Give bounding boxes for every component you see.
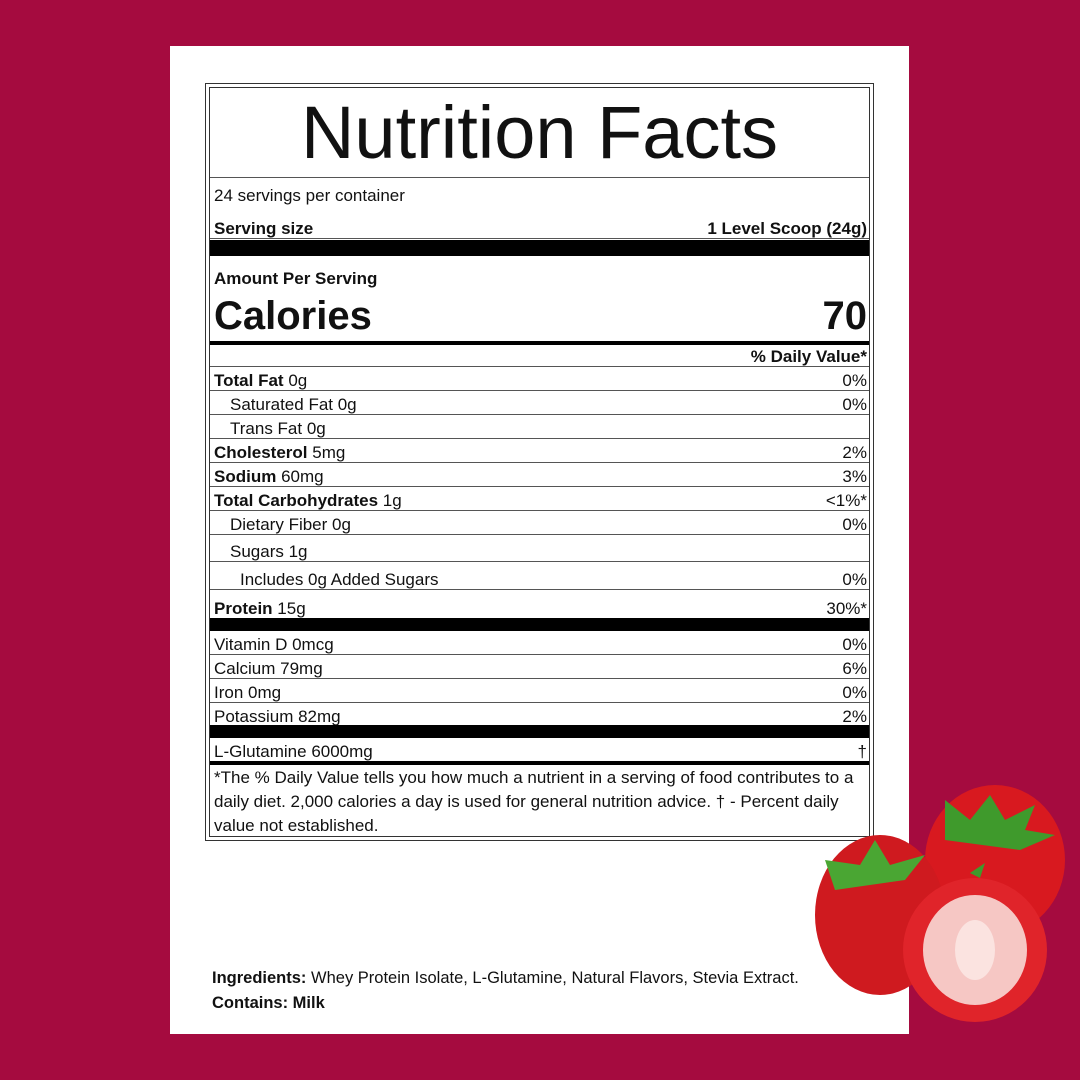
serving-size-value: 1 Level Scoop (24g) <box>707 219 867 238</box>
ingredients-text: Whey Protein Isolate, L-Glutamine, Natur… <box>306 969 799 987</box>
nutrient-dv: 0% <box>842 570 867 589</box>
nutrient-name: Total Carbohydrates 1g <box>214 492 402 509</box>
nutrient-name: Saturated Fat 0g <box>230 396 357 413</box>
nutrient-row: Saturated Fat 0g 0% <box>210 391 869 415</box>
nutrient-dv: <1%* <box>825 491 867 510</box>
nutrient-name: Potassium 82mg <box>214 707 341 726</box>
nutrient-name: Vitamin D 0mcg <box>214 635 334 654</box>
nutrient-name: Cholesterol 5mg <box>214 444 345 461</box>
nutrient-label: Total Carbohydrates <box>214 491 379 510</box>
nutrient-name: Protein 15g <box>214 600 306 617</box>
nutrient-label: Sodium <box>214 467 277 486</box>
calories-value: 70 <box>822 294 868 338</box>
nutrient-row: Sodium 60mg 3% <box>210 463 869 487</box>
nutrient-dv: 0% <box>842 395 867 414</box>
vitamin-row: Vitamin D 0mcg 0% <box>210 631 869 655</box>
vitamin-row: Iron 0mg 0% <box>210 679 869 703</box>
nutrient-name: Trans Fat 0g <box>230 420 326 437</box>
nutrient-name: Sugars 1g <box>230 543 308 560</box>
nutrient-row: Trans Fat 0g <box>210 415 869 439</box>
amount-per-serving: Amount Per Serving <box>210 258 869 288</box>
nutrient-dv: 2% <box>842 707 867 726</box>
strawberry-image <box>815 785 1065 1022</box>
nutrition-facts-label: Nutrition Facts 24 servings per containe… <box>205 83 874 841</box>
nutrient-label: Trans Fat 0g <box>230 419 326 438</box>
nutrient-name: Total Fat 0g <box>214 372 307 389</box>
nutrient-name: Includes 0g Added Sugars <box>240 571 438 588</box>
nutrient-amount: 60mg <box>281 467 324 486</box>
serving-size-row: Serving size 1 Level Scoop (24g) <box>210 205 869 239</box>
servings-row: 24 servings per container <box>210 180 869 205</box>
vitamin-row: Potassium 82mg 2% <box>210 703 869 726</box>
nutrient-dv: 0% <box>842 683 867 702</box>
nutrient-row: Total Carbohydrates 1g <1%* <box>210 487 869 511</box>
ingredients-label: Ingredients: <box>212 969 307 987</box>
nutrient-dv: † <box>857 742 867 761</box>
nutrient-dv: 0% <box>842 635 867 654</box>
nutrient-name: L-Glutamine 6000mg <box>214 742 373 761</box>
daily-value-header: % Daily Value* <box>210 345 869 367</box>
nutrient-label: Saturated Fat 0g <box>230 395 357 414</box>
nutrient-row: Dietary Fiber 0g 0% <box>210 511 869 535</box>
servings-per-container: 24 servings per container <box>214 186 405 205</box>
nutrient-label: Dietary Fiber 0g <box>230 515 351 534</box>
nutrient-label: Includes 0g Added Sugars <box>240 570 439 589</box>
nutrient-label: Sugars 1g <box>230 542 308 561</box>
nutrient-amount: 0g <box>288 371 308 390</box>
daily-value-header-text: % Daily Value* <box>750 347 867 366</box>
vitamin-row: Calcium 79mg 6% <box>210 655 869 679</box>
nutrient-dv: 3% <box>842 467 867 486</box>
nutrient-label: Total Fat <box>214 371 284 390</box>
serving-size-label: Serving size <box>214 219 314 238</box>
ingredients: Ingredients: Whey Protein Isolate, L-Glu… <box>212 966 862 1016</box>
nutrient-dv: 0% <box>842 515 867 534</box>
nutrient-amount: 1g <box>382 491 402 510</box>
nutrient-row: Includes 0g Added Sugars 0% <box>210 562 869 590</box>
label-title: Nutrition Facts <box>210 88 869 178</box>
nutrient-row: Protein 15g 30%* <box>210 590 869 618</box>
medium-divider <box>210 341 869 345</box>
nutrient-dv: 6% <box>842 659 867 678</box>
calories-row: Calories 70 <box>210 288 869 340</box>
thick-divider <box>210 725 869 738</box>
label-card <box>170 46 909 1034</box>
nutrient-row: Total Fat 0g 0% <box>210 367 869 391</box>
thick-divider <box>210 618 869 631</box>
footnote: *The % Daily Value tells you how much a … <box>214 768 854 835</box>
l-glutamine-row: L-Glutamine 6000mg † <box>210 738 869 761</box>
nutrient-row: Cholesterol 5mg 2% <box>210 439 869 463</box>
nutrient-amount: 5mg <box>312 443 346 462</box>
nutrient-dv: 30%* <box>826 599 867 618</box>
nutrient-name: Iron 0mg <box>214 683 282 702</box>
nutrient-dv: 0% <box>842 371 867 390</box>
nutrient-name: Sodium 60mg <box>214 468 324 485</box>
nutrient-row: Sugars 1g <box>210 535 869 562</box>
medium-divider <box>210 761 869 765</box>
nutrient-dv: 2% <box>842 443 867 462</box>
nutrient-label: Protein <box>214 599 273 618</box>
nutrient-name: Calcium 79mg <box>214 659 323 678</box>
nutrient-name: Dietary Fiber 0g <box>230 516 351 533</box>
nutrient-label: Cholesterol <box>214 443 308 462</box>
thick-divider <box>210 240 869 256</box>
amount-per-serving-text: Amount Per Serving <box>214 269 378 288</box>
nutrient-amount: 15g <box>277 599 306 618</box>
calories-label: Calories <box>214 294 372 338</box>
allergen-text: Contains: Milk <box>212 994 325 1012</box>
